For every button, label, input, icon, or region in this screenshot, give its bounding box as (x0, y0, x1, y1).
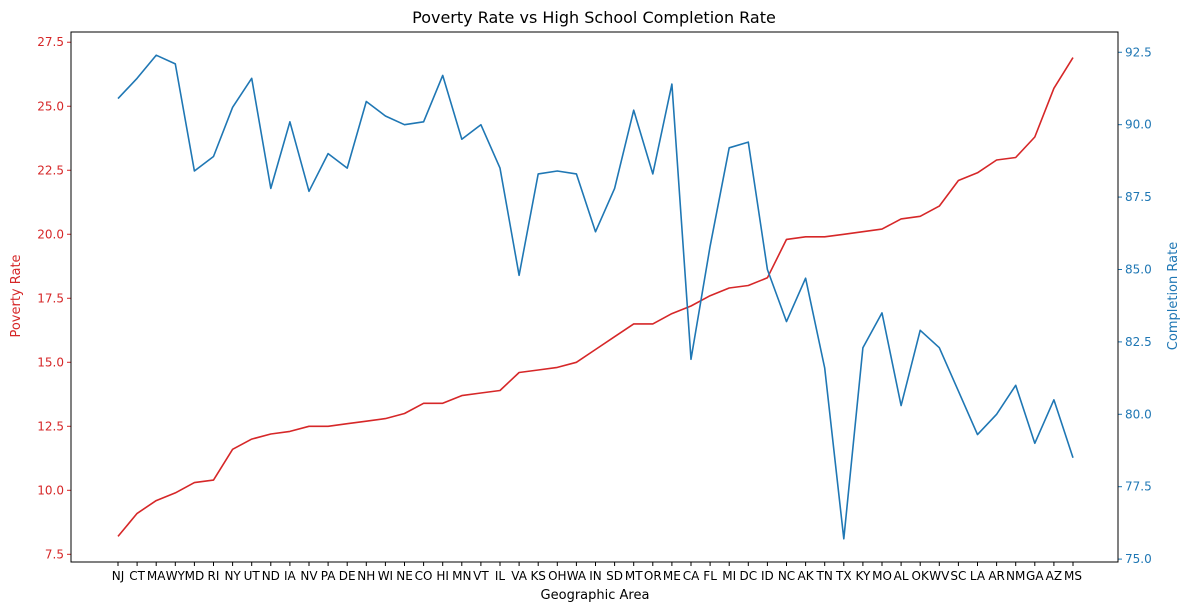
x-tick-label: DC (739, 569, 757, 583)
y-left-tick-label: 17.5 (37, 291, 64, 305)
x-tick-label: CA (683, 569, 700, 583)
x-tick-label: UT (244, 569, 261, 583)
y-right-tick-label: 82.5 (1125, 335, 1152, 349)
y-right-tick-label: 77.5 (1125, 480, 1152, 494)
x-tick-label: IA (284, 569, 297, 583)
y-left-tick-label: 25.0 (37, 99, 64, 113)
x-tick-label: AK (798, 569, 815, 583)
y-left-tick-label: 15.0 (37, 355, 64, 369)
y-right-tick-label: 92.5 (1125, 45, 1152, 59)
x-tick-label: NM (1006, 569, 1025, 583)
x-tick-label: OR (644, 569, 662, 583)
x-tick-label: RI (208, 569, 220, 583)
y-left-tick-label: 20.0 (37, 227, 64, 241)
x-tick-label: WY (166, 569, 186, 583)
y-left-tick-label: 7.5 (45, 547, 64, 561)
x-tick-label: KY (856, 569, 871, 583)
y-right-tick-label: 80.0 (1125, 407, 1152, 421)
x-tick-label: NE (396, 569, 413, 583)
x-tick-label: AL (894, 569, 909, 583)
y-left-tick-label: 10.0 (37, 483, 64, 497)
y-right-tick-label: 85.0 (1125, 262, 1152, 276)
x-tick-label: DE (339, 569, 356, 583)
x-tick-label: FL (703, 569, 717, 583)
y-right-tick-label: 90.0 (1125, 118, 1152, 132)
x-tick-label: VA (511, 569, 527, 583)
x-axis-label: Geographic Area (541, 588, 650, 603)
completion-rate-line (117, 54, 1074, 540)
x-tick-label: NJ (112, 569, 125, 583)
y-right-tick-label: 75.0 (1125, 552, 1152, 566)
x-tick-label: OH (548, 569, 566, 583)
x-tick-label: VT (473, 569, 489, 583)
x-tick-label: WV (929, 569, 950, 583)
x-tick-label: IL (495, 569, 506, 583)
x-tick-label: PA (321, 569, 336, 583)
x-tick-label: WA (567, 569, 587, 583)
y-left-tick-label: 27.5 (37, 35, 64, 49)
x-tick-label: MN (452, 569, 471, 583)
x-tick-label: MS (1064, 569, 1082, 583)
plot-frame (70, 31, 1119, 563)
poverty-rate-line (117, 57, 1074, 537)
x-tick-label: MD (185, 569, 205, 583)
x-tick-label: OK (912, 569, 930, 583)
x-tick-label: SC (950, 569, 966, 583)
x-tick-label: LA (970, 569, 986, 583)
x-tick-label: NV (300, 569, 318, 583)
x-tick-label: HI (436, 569, 449, 583)
y-left-tick-label: 22.5 (37, 163, 64, 177)
x-tick-label: NC (778, 569, 795, 583)
x-tick-label: CO (415, 569, 433, 583)
x-tick-label: CT (129, 569, 145, 583)
x-tick-label: NY (224, 569, 241, 583)
series-layer (117, 54, 1074, 540)
x-tick-label: WI (378, 569, 393, 583)
ticks-layer: NJ CT MA WY MD RI NY UT ND IA NV PA DE NH WI NE CO HI MN VT… (37, 35, 1151, 583)
x-tick-label: NH (357, 569, 375, 583)
x-tick-label: MI (722, 569, 736, 583)
y-right-tick-label: 87.5 (1125, 190, 1152, 204)
x-tick-label: MA (147, 569, 166, 583)
x-tick-label: GA (1026, 569, 1044, 583)
y-axis-left-label: Poverty Rate (9, 254, 24, 337)
y-axis-right-label: Completion Rate (1166, 242, 1181, 350)
x-tick-label: TX (835, 569, 852, 583)
x-tick-label: ID (761, 569, 774, 583)
x-tick-label: AR (988, 569, 1005, 583)
x-tick-label: ND (262, 569, 280, 583)
y-left-tick-label: 12.5 (37, 419, 64, 433)
chart-title: Poverty Rate vs High School Completion R… (412, 8, 776, 27)
x-tick-label: AZ (1046, 569, 1062, 583)
x-tick-label: MO (872, 569, 892, 583)
x-tick-label: TN (816, 569, 833, 583)
x-tick-label: IN (589, 569, 602, 583)
x-tick-label: SD (606, 569, 623, 583)
x-tick-label: MT (625, 569, 643, 583)
x-tick-label: ME (663, 569, 681, 583)
x-tick-label: KS (530, 569, 546, 583)
